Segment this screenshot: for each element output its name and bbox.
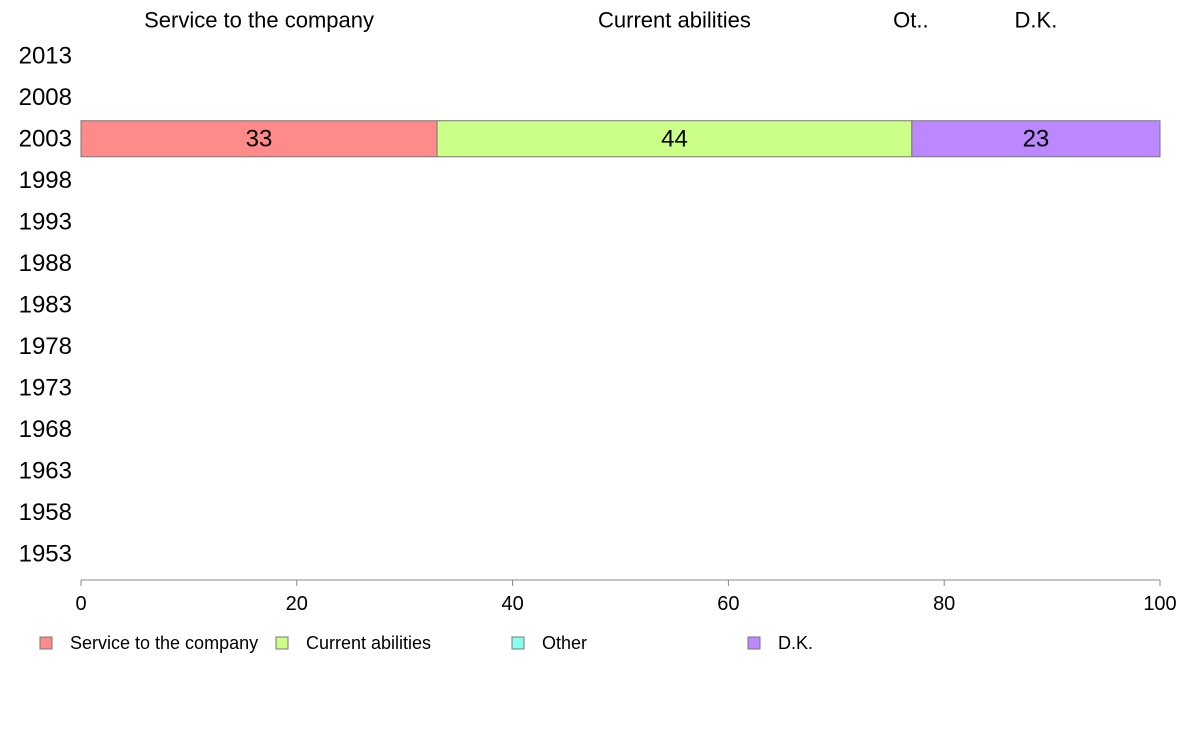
- x-tick-label: 60: [717, 593, 739, 615]
- bar-value-label: 44: [661, 125, 688, 152]
- bar-2003-d-k-: [911, 120, 1161, 158]
- legend-swatch: [511, 636, 525, 650]
- row-label-2008: 2008: [19, 84, 72, 111]
- row-labels: 2013 2008 2003 1998 1993 1988 1983 1978 1973 1968…: [19, 42, 72, 567]
- legend-label: Service to the company: [70, 633, 258, 653]
- x-tick-label: 0: [75, 593, 86, 615]
- row-label-1953: 1953: [19, 540, 72, 567]
- row-label-1993: 1993: [19, 208, 72, 235]
- legend-label: Other: [542, 633, 587, 653]
- x-tick-label: 80: [933, 593, 955, 615]
- legend-swatch: [747, 636, 761, 650]
- x-axis: 0 20 40 60 80 100: [75, 579, 1177, 615]
- row-label-1983: 1983: [19, 291, 72, 318]
- x-tick-label: 100: [1143, 593, 1176, 615]
- legend-swatch: [275, 636, 289, 650]
- row-label-1978: 1978: [19, 333, 72, 360]
- row-label-2003: 2003: [19, 125, 72, 152]
- column-header: Current abilities: [598, 8, 751, 33]
- x-tick-label: 20: [286, 593, 308, 615]
- column-header: Service to the company: [144, 8, 374, 33]
- row-label-1968: 1968: [19, 416, 72, 443]
- legend-swatch: [39, 636, 53, 650]
- bar-value-label: 23: [1023, 125, 1050, 152]
- row-label-1958: 1958: [19, 499, 72, 526]
- legend-label: Current abilities: [306, 633, 431, 653]
- bar-value-label: 33: [246, 125, 273, 152]
- row-label-2013: 2013: [19, 42, 72, 69]
- column-header: D.K.: [1015, 8, 1058, 33]
- row-label-1988: 1988: [19, 250, 72, 277]
- bar-2003-current-abilities: [436, 120, 913, 158]
- legend: Service to the company Current abilities O…: [39, 633, 813, 653]
- row-label-1973: 1973: [19, 374, 72, 401]
- legend-label: D.K.: [778, 633, 813, 653]
- row-label-1963: 1963: [19, 457, 72, 484]
- column-headers: Service to the company Current abilities O…: [144, 8, 1057, 33]
- bar-2003-service-to-the-company: [80, 120, 438, 158]
- column-header: Ot..: [893, 8, 928, 33]
- x-tick-label: 40: [501, 593, 523, 615]
- bars: 33 44 23: [80, 120, 1161, 158]
- row-label-1998: 1998: [19, 167, 72, 194]
